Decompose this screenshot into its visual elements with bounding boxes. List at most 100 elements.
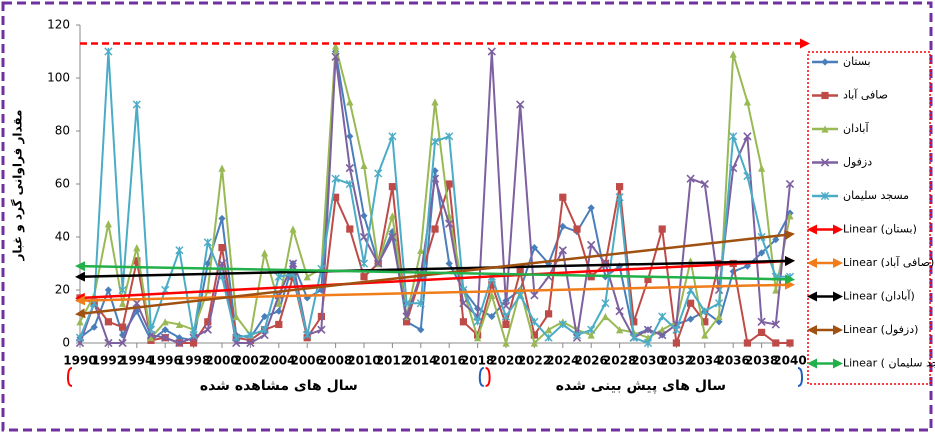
marker [587, 204, 595, 212]
marker [445, 219, 454, 228]
marker [714, 299, 724, 308]
marker [473, 317, 482, 326]
period-label: سال های مشاهده شده [200, 378, 358, 394]
marker [360, 161, 368, 170]
marker [232, 333, 241, 342]
legend-label: مسجد سلیمان [843, 189, 909, 202]
marker [388, 132, 397, 141]
marker [445, 259, 453, 268]
marker [757, 317, 766, 326]
y-tick-label: 120 [47, 18, 70, 32]
marker [104, 338, 113, 348]
marker [303, 330, 312, 340]
marker [360, 273, 368, 281]
x-tick-label: 2028 [603, 354, 636, 368]
x-tick-label: 2030 [631, 354, 664, 368]
marker [345, 179, 354, 189]
legend-label: آبادان [843, 121, 869, 135]
y-axis-title: مقدار فراوانی گرد و غبار [11, 110, 26, 262]
marker [175, 338, 184, 348]
x-tick-label: 2034 [688, 354, 721, 368]
marker [332, 42, 340, 50]
marker [161, 318, 169, 326]
x-tick-label: 2040 [773, 354, 806, 368]
marker [104, 47, 113, 56]
marker [821, 58, 829, 66]
x-tick-label: 2038 [745, 354, 778, 368]
legend-label: بستان [843, 55, 871, 68]
marker [616, 183, 624, 191]
marker [545, 326, 553, 334]
marker [820, 191, 830, 201]
marker [175, 320, 183, 329]
marker [771, 320, 780, 329]
marker [701, 318, 709, 326]
marker [146, 325, 156, 334]
marker [629, 333, 638, 342]
marker [821, 125, 829, 133]
marker [431, 225, 439, 233]
marker [544, 333, 553, 342]
marker [147, 334, 155, 342]
marker [785, 179, 795, 189]
marker [289, 225, 297, 233]
period-bracket [797, 367, 804, 387]
marker [346, 132, 354, 140]
marker [587, 331, 595, 339]
marker [545, 310, 553, 318]
legend-label: صافی آباد [843, 88, 888, 102]
x-tick-label: 2002 [234, 354, 267, 368]
x-tick-label: 2020 [489, 354, 522, 368]
x-tick-label: 2036 [716, 354, 749, 368]
y-tick-label: 60 [55, 177, 70, 191]
marker [487, 47, 496, 56]
marker [672, 325, 681, 334]
marker [218, 164, 226, 172]
marker [821, 91, 829, 100]
y-tick-label: 0 [62, 336, 70, 350]
legend-label: Linear (دزفول) [843, 323, 918, 336]
y-tick-label: 20 [55, 283, 70, 297]
marker [630, 318, 638, 326]
marker [360, 212, 368, 220]
marker [758, 164, 766, 172]
marker [161, 326, 169, 334]
marker [743, 98, 751, 106]
marker [119, 323, 127, 331]
marker [530, 331, 538, 339]
marker [104, 220, 112, 228]
marker [132, 100, 141, 109]
x-tick-label: 1992 [92, 354, 125, 368]
marker [558, 320, 567, 329]
marker [119, 331, 127, 339]
marker [530, 339, 538, 347]
marker [161, 333, 170, 342]
marker [317, 325, 326, 334]
marker [687, 315, 695, 323]
marker [190, 339, 198, 347]
marker [601, 299, 610, 308]
marker [502, 339, 510, 347]
marker [275, 320, 283, 329]
marker [218, 214, 226, 223]
marker [388, 212, 396, 220]
marker [75, 333, 85, 342]
marker [133, 244, 141, 252]
period-bracket [66, 367, 73, 387]
marker [90, 323, 98, 331]
marker [189, 330, 198, 340]
legend-label: Linear (بستان) [843, 223, 917, 236]
marker [76, 318, 84, 326]
x-tick-label: 2016 [432, 354, 465, 368]
x-tick-label: 2018 [461, 354, 494, 368]
marker [502, 320, 510, 329]
marker [658, 330, 667, 340]
marker [175, 246, 184, 255]
marker [643, 325, 653, 334]
marker [474, 334, 482, 342]
x-tick-label: 2012 [376, 354, 409, 368]
marker [104, 286, 112, 294]
x-tick-label: 2006 [290, 354, 323, 368]
marker [572, 330, 582, 340]
